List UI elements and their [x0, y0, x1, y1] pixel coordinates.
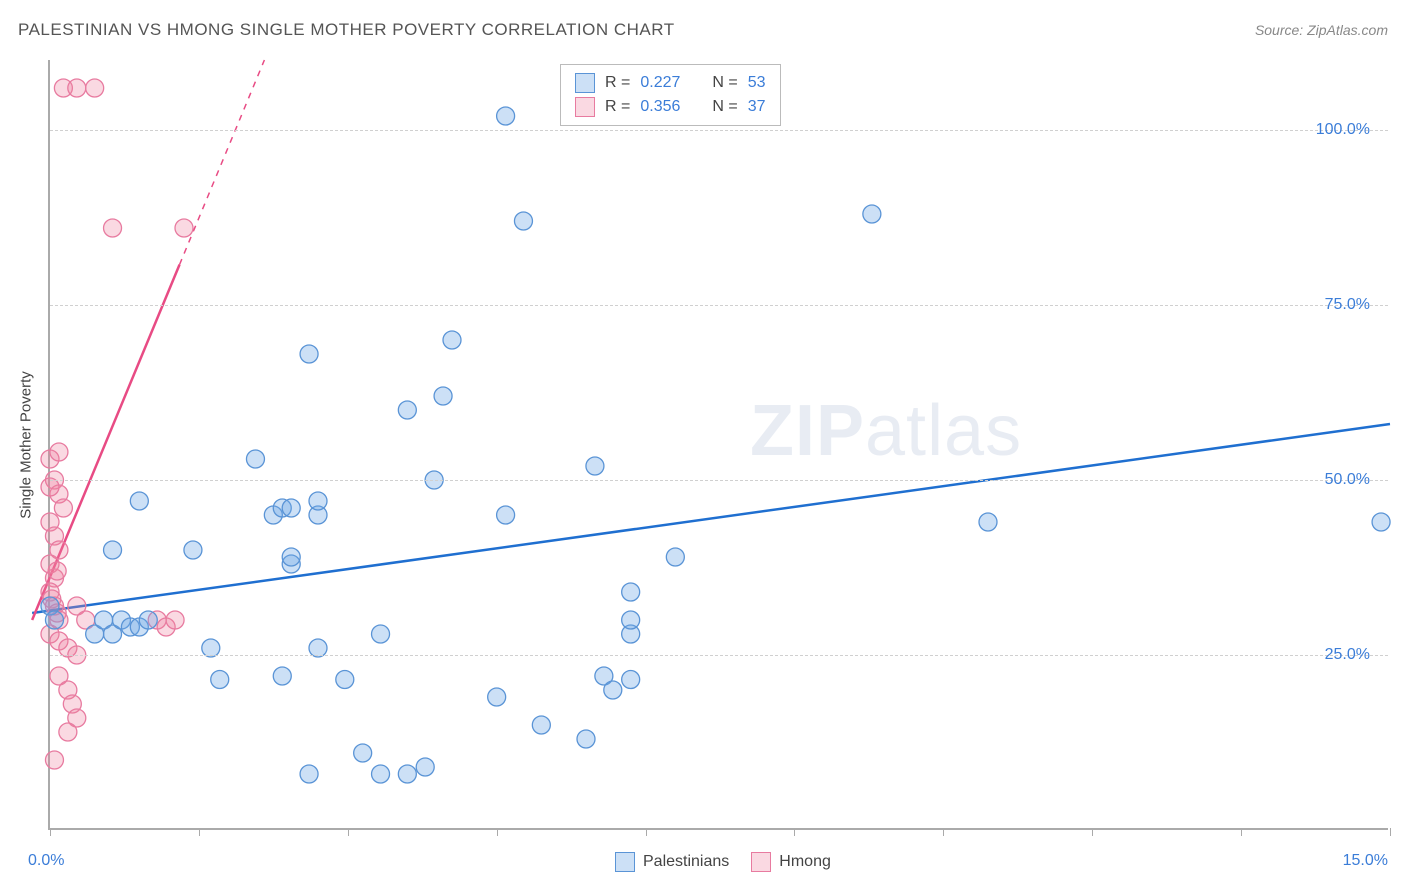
point-series1 [130, 492, 148, 510]
legend-swatch [615, 852, 635, 872]
y-tick-label: 25.0% [1325, 646, 1370, 664]
legend-n-value: 37 [748, 98, 766, 116]
point-series1 [1372, 513, 1390, 531]
point-series1 [282, 499, 300, 517]
point-series1 [282, 548, 300, 566]
point-series1 [622, 611, 640, 629]
source-attribution: Source: ZipAtlas.com [1255, 22, 1388, 38]
legend-series: Palestinians Hmong [615, 852, 831, 872]
point-series1 [372, 765, 390, 783]
point-series1 [246, 450, 264, 468]
x-tick-mark [794, 828, 795, 836]
point-series2 [59, 723, 77, 741]
x-tick-mark [943, 828, 944, 836]
chart-title: PALESTINIAN VS HMONG SINGLE MOTHER POVER… [18, 20, 675, 40]
gridline-h [50, 305, 1388, 306]
point-series1 [622, 583, 640, 601]
point-series2 [48, 562, 66, 580]
point-series1 [416, 758, 434, 776]
point-series1 [372, 625, 390, 643]
gridline-h [50, 130, 1388, 131]
legend-series-item: Palestinians [615, 852, 729, 872]
chart-svg [50, 60, 1388, 828]
point-series1 [443, 331, 461, 349]
point-series1 [514, 212, 532, 230]
legend-correlation-row: R = 0.356 N = 37 [575, 95, 766, 119]
x-tick-mark [50, 828, 51, 836]
gridline-h [50, 655, 1388, 656]
legend-swatch [575, 97, 595, 117]
gridline-h [50, 480, 1388, 481]
point-series1 [300, 765, 318, 783]
y-tick-label: 75.0% [1325, 296, 1370, 314]
point-series2 [54, 499, 72, 517]
x-axis-max-label: 15.0% [1343, 852, 1388, 870]
point-series1 [45, 611, 63, 629]
point-series1 [139, 611, 157, 629]
point-series1 [336, 671, 354, 689]
legend-n-label: N = [712, 74, 737, 92]
point-series1 [300, 345, 318, 363]
legend-series-item: Hmong [751, 852, 831, 872]
x-tick-mark [1092, 828, 1093, 836]
point-series1 [497, 506, 515, 524]
legend-swatch [751, 852, 771, 872]
point-series1 [666, 548, 684, 566]
point-series1 [104, 541, 122, 559]
x-tick-mark [497, 828, 498, 836]
legend-series-label: Palestinians [643, 853, 729, 871]
point-series2 [68, 79, 86, 97]
legend-r-label: R = [605, 98, 630, 116]
legend-swatch [575, 73, 595, 93]
legend-n-label: N = [712, 98, 737, 116]
y-tick-label: 100.0% [1316, 121, 1370, 139]
x-axis-min-label: 0.0% [28, 852, 64, 870]
x-tick-mark [199, 828, 200, 836]
legend-r-value: 0.356 [640, 98, 680, 116]
point-series1 [184, 541, 202, 559]
legend-r-value: 0.227 [640, 74, 680, 92]
point-series1 [532, 716, 550, 734]
point-series1 [354, 744, 372, 762]
point-series1 [309, 492, 327, 510]
legend-n-value: 53 [748, 74, 766, 92]
point-series1 [488, 688, 506, 706]
x-tick-mark [1390, 828, 1391, 836]
x-tick-mark [646, 828, 647, 836]
point-series1 [398, 765, 416, 783]
point-series1 [398, 401, 416, 419]
plot-area: ZIPatlas R =0.227N =53R =0.356N =37 25.0… [48, 60, 1388, 830]
point-series2 [166, 611, 184, 629]
point-series1 [863, 205, 881, 223]
x-tick-mark [348, 828, 349, 836]
legend-r-label: R = [605, 74, 630, 92]
trendline-series1 [32, 424, 1390, 613]
point-series2 [175, 219, 193, 237]
point-series2 [86, 79, 104, 97]
point-series1 [622, 671, 640, 689]
y-tick-label: 50.0% [1325, 471, 1370, 489]
point-series1 [211, 671, 229, 689]
point-series1 [577, 730, 595, 748]
legend-series-label: Hmong [779, 853, 831, 871]
point-series2 [45, 751, 63, 769]
trendline-series2-dashed [180, 60, 265, 265]
y-axis-title: Single Mother Poverty [18, 371, 35, 519]
legend-correlation: R = 0.227 N = 53 R = 0.356 N = 37 [560, 64, 781, 126]
point-series2 [50, 443, 68, 461]
point-series1 [273, 667, 291, 685]
point-series1 [497, 107, 515, 125]
point-series1 [434, 387, 452, 405]
legend-correlation-row: R = 0.227 N = 53 [575, 71, 766, 95]
point-series2 [104, 219, 122, 237]
x-tick-mark [1241, 828, 1242, 836]
point-series1 [586, 457, 604, 475]
point-series1 [604, 681, 622, 699]
point-series1 [979, 513, 997, 531]
